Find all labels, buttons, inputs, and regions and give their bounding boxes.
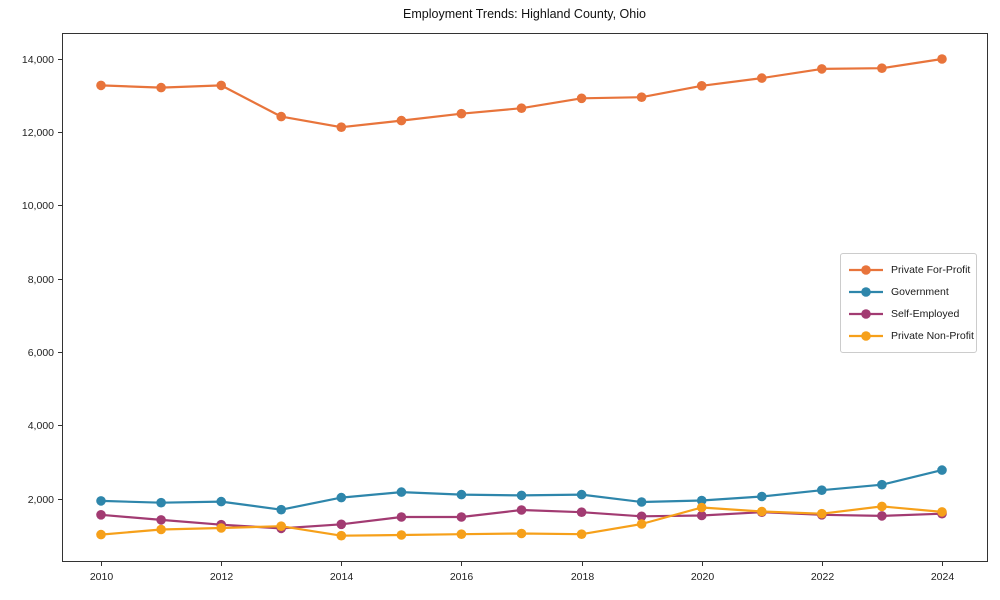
x-tick-label: 2022	[811, 571, 835, 583]
y-tick-label: 12,000	[22, 127, 54, 139]
x-tick-label: 2010	[90, 571, 114, 583]
data-point	[276, 111, 287, 122]
legend-line-marker-icon	[849, 287, 883, 297]
data-point	[156, 515, 166, 525]
data-point	[696, 495, 707, 506]
data-point	[576, 489, 587, 500]
data-point	[576, 507, 587, 517]
data-point	[156, 497, 166, 508]
data-point	[636, 511, 647, 522]
data-point	[516, 505, 527, 515]
legend-line-marker-icon	[849, 309, 883, 319]
data-point	[757, 73, 767, 83]
legend-entry: Self-Employed	[848, 303, 968, 325]
data-point	[817, 64, 827, 74]
data-point	[757, 506, 767, 517]
data-point	[456, 529, 467, 539]
legend-label: Government	[891, 286, 949, 298]
data-point	[877, 501, 887, 512]
x-tick-label: 2016	[450, 571, 474, 583]
data-point	[216, 523, 226, 533]
data-point	[576, 93, 587, 104]
data-point	[636, 92, 647, 102]
data-point	[336, 530, 347, 541]
legend-label: Private Non-Profit	[891, 330, 974, 342]
y-tick-label: 4,000	[28, 420, 54, 432]
data-point	[636, 497, 647, 507]
x-tick-label: 2012	[210, 571, 234, 583]
x-tick-label: 2014	[330, 571, 354, 583]
data-point	[216, 496, 226, 507]
data-point	[877, 63, 887, 73]
legend-entry: Private Non-Profit	[848, 325, 974, 347]
y-tick-label: 8,000	[28, 274, 54, 286]
data-point	[336, 492, 347, 503]
data-point	[456, 512, 467, 522]
data-point	[937, 507, 947, 517]
data-point	[696, 502, 707, 513]
y-tick-label: 14,000	[22, 54, 54, 66]
x-tick-label: 2020	[691, 571, 715, 583]
legend-label: Self-Employed	[891, 308, 960, 320]
data-point	[96, 529, 106, 540]
series-line	[100, 469, 943, 511]
data-point	[877, 479, 887, 490]
data-point	[396, 512, 407, 522]
data-point	[96, 80, 106, 91]
data-point	[757, 491, 767, 502]
chart-title: Employment Trends: Highland County, Ohio	[403, 7, 646, 21]
data-point	[576, 529, 587, 539]
data-point	[817, 508, 827, 519]
data-point	[276, 504, 287, 515]
data-point	[817, 485, 827, 496]
data-point	[396, 530, 407, 540]
legend: Private For-Profit Government Self-Employe…	[840, 253, 977, 353]
data-point	[516, 490, 527, 501]
data-point	[877, 511, 887, 521]
legend-label: Private For-Profit	[891, 264, 971, 276]
plot-border	[62, 33, 988, 562]
data-point	[396, 487, 407, 497]
data-point	[636, 519, 647, 529]
y-tick-label: 6,000	[28, 347, 54, 359]
data-point	[156, 524, 166, 535]
data-point	[516, 528, 527, 539]
data-point	[96, 496, 106, 506]
data-point	[456, 489, 467, 500]
data-point	[276, 521, 287, 531]
data-point	[156, 82, 166, 93]
data-point	[336, 122, 347, 132]
y-tick-label: 10,000	[22, 200, 54, 212]
data-point	[696, 81, 707, 91]
data-point	[937, 465, 947, 475]
x-tick-label: 2018	[571, 571, 595, 583]
legend-entry: Private For-Profit	[848, 259, 971, 281]
data-point	[696, 510, 707, 521]
x-tick-label: 2024	[931, 571, 955, 583]
data-point	[96, 510, 106, 520]
data-point	[456, 108, 467, 119]
data-point	[396, 115, 407, 126]
legend-line-marker-icon	[849, 265, 883, 275]
data-point	[937, 54, 947, 64]
legend-entry: Government	[848, 281, 968, 303]
data-point	[336, 519, 347, 530]
data-point	[216, 80, 226, 91]
legend-line-marker-icon	[849, 331, 883, 341]
series-line	[100, 57, 943, 129]
y-tick-label: 2,000	[28, 494, 54, 506]
data-point	[516, 103, 527, 113]
